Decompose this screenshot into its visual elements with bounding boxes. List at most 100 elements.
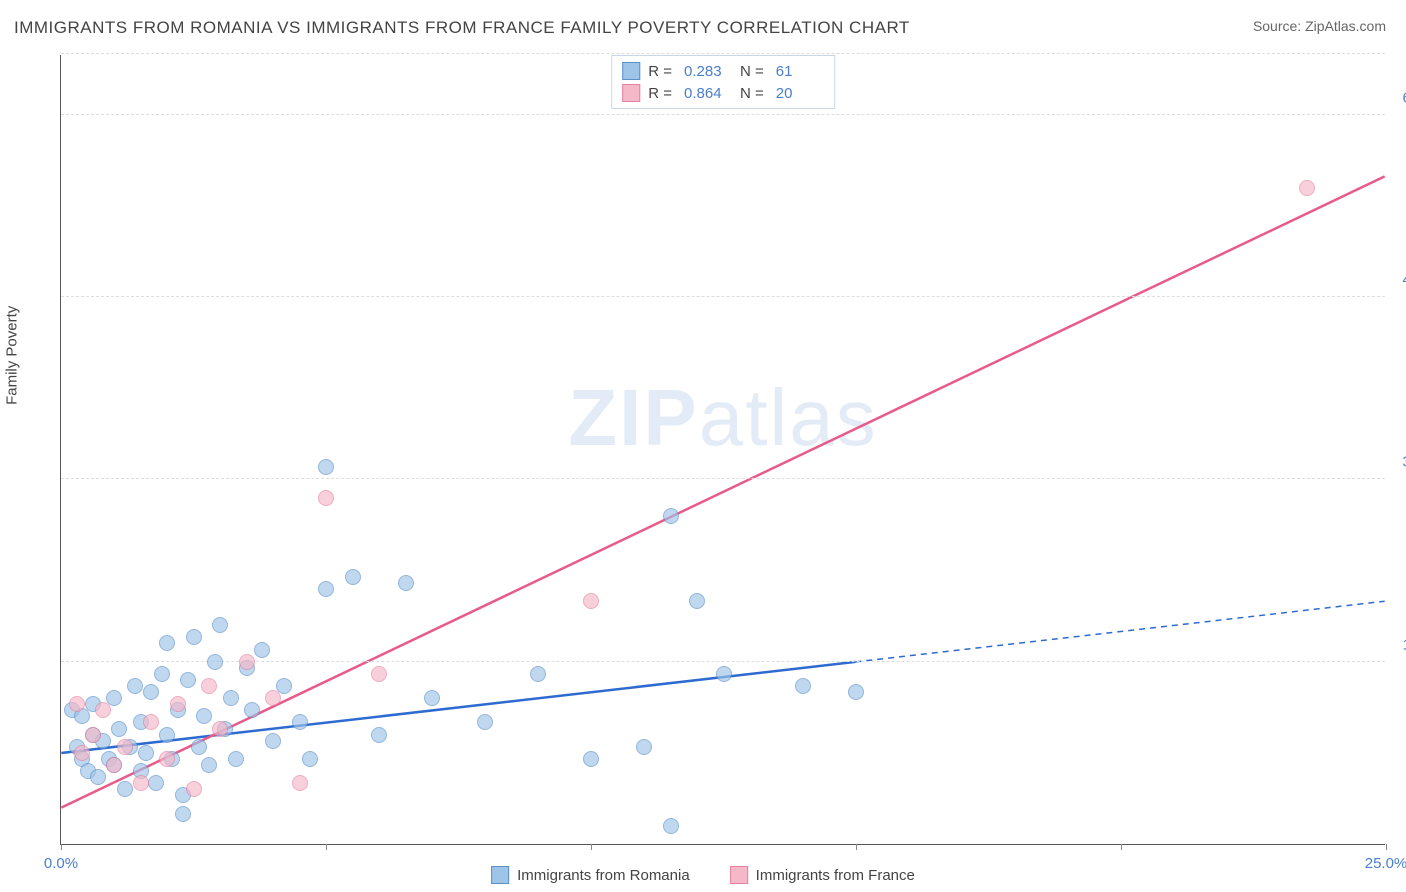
chart-title: IMMIGRANTS FROM ROMANIA VS IMMIGRANTS FR… [14,18,910,38]
legend-swatch [491,866,509,884]
data-point [716,666,732,682]
data-point [74,745,90,761]
data-point [244,702,260,718]
data-point [143,684,159,700]
data-point [292,775,308,791]
legend-n-label: N = [740,63,764,80]
data-point [143,714,159,730]
data-point [292,714,308,730]
legend-bottom-item: Immigrants from France [730,866,915,884]
legend-r-value: 0.283 [684,63,732,80]
legend-n-value: 20 [776,85,824,102]
data-point [636,739,652,755]
legend-r-label: R = [648,85,672,102]
data-point [170,696,186,712]
x-tick [1121,844,1122,850]
x-tick [1386,844,1387,850]
legend-swatch [622,62,640,80]
data-point [265,690,281,706]
data-point [138,745,154,761]
data-point [154,666,170,682]
legend-bottom-item: Immigrants from Romania [491,866,690,884]
data-point [424,690,440,706]
data-point [212,617,228,633]
x-tick-label: 0.0% [44,855,78,872]
data-point [530,666,546,682]
data-point [90,769,106,785]
data-point [159,727,175,743]
legend-bottom: Immigrants from Romania Immigrants from F… [491,866,915,884]
watermark: ZIPatlas [568,372,877,464]
legend-n-value: 61 [776,63,824,80]
data-point [95,702,111,718]
data-point [186,629,202,645]
legend-top: R = 0.283 N = 61 R = 0.864 N = 20 [611,55,835,109]
data-point [302,751,318,767]
data-point [663,508,679,524]
y-tick-label: 30.0% [1390,454,1406,471]
gridline [61,53,1385,54]
source-label: Source: ZipAtlas.com [1253,18,1386,34]
data-point [663,818,679,834]
y-tick-label: 45.0% [1390,272,1406,289]
data-point [111,721,127,737]
data-point [848,684,864,700]
watermark-atlas: atlas [699,373,878,462]
data-point [212,721,228,737]
legend-top-row: R = 0.283 N = 61 [622,60,824,82]
x-tick [591,844,592,850]
x-tick [326,844,327,850]
y-tick-label: 60.0% [1390,89,1406,106]
legend-n-label: N = [740,85,764,102]
data-point [201,678,217,694]
data-point [477,714,493,730]
data-point [371,666,387,682]
data-point [318,459,334,475]
legend-r-label: R = [648,63,672,80]
data-point [398,575,414,591]
x-tick [856,844,857,850]
data-point [207,654,223,670]
trend-lines-svg [61,55,1385,844]
data-point [318,490,334,506]
data-point [239,654,255,670]
legend-r-value: 0.864 [684,85,732,102]
legend-series-name: Immigrants from Romania [517,867,690,884]
data-point [201,757,217,773]
y-tick-label: 15.0% [1390,636,1406,653]
data-point [127,678,143,694]
data-point [186,781,202,797]
x-tick [61,844,62,850]
data-point [583,751,599,767]
plot-area: ZIPatlas R =0.283N =61R =0.864N =20 15.0… [60,55,1385,845]
data-point [180,672,196,688]
data-point [196,708,212,724]
watermark-zip: ZIP [568,373,698,462]
data-point [85,727,101,743]
data-point [318,581,334,597]
data-point [69,696,85,712]
chart-container: IMMIGRANTS FROM ROMANIA VS IMMIGRANTS FR… [0,0,1406,892]
x-tick-label: 25.0% [1365,855,1406,872]
data-point [117,781,133,797]
data-point [106,757,122,773]
legend-top-row: R = 0.864 N = 20 [622,82,824,104]
data-point [1299,180,1315,196]
legend-swatch [730,866,748,884]
y-axis-label: Family Poverty [4,306,21,405]
data-point [689,593,705,609]
data-point [228,751,244,767]
data-point [254,642,270,658]
data-point [265,733,281,749]
data-point [175,806,191,822]
legend-series-name: Immigrants from France [756,867,915,884]
data-point [159,751,175,767]
data-point [117,739,133,755]
gridline [61,661,1385,662]
legend-swatch [622,84,640,102]
data-point [223,690,239,706]
data-point [345,569,361,585]
data-point [191,739,207,755]
gridline [61,296,1385,297]
data-point [371,727,387,743]
